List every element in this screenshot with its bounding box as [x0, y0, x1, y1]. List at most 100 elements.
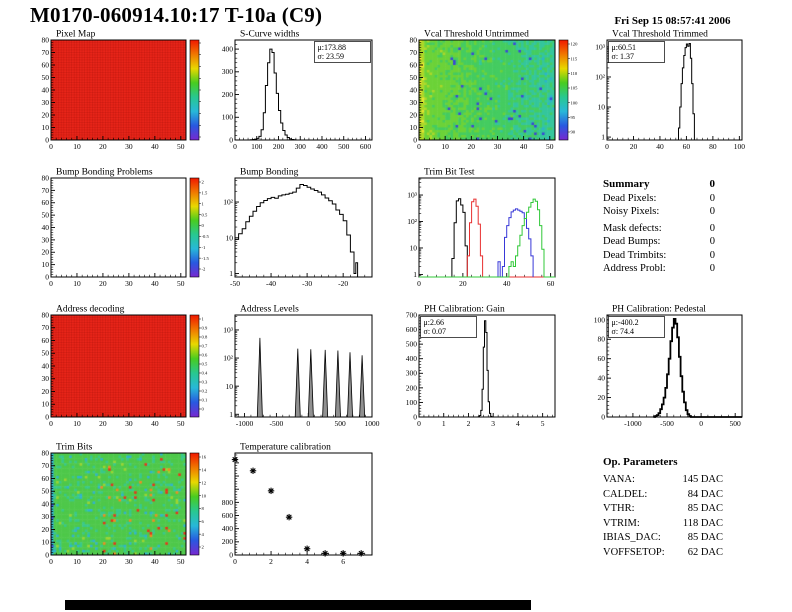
svg-text:0.6: 0.6 — [202, 353, 208, 358]
summary-row: Mask defects: 0 — [603, 222, 715, 235]
svg-text:0: 0 — [413, 135, 417, 144]
svg-text:0.5: 0.5 — [202, 212, 208, 217]
svg-text:10³: 10³ — [595, 43, 606, 52]
summary-row-value: 0 — [709, 193, 715, 204]
op-parameter-row: VTHR: 85 DAC — [603, 502, 723, 517]
svg-text:20: 20 — [468, 142, 476, 151]
svg-text:4: 4 — [202, 532, 205, 537]
svg-text:60: 60 — [42, 474, 50, 483]
svg-text:0.3: 0.3 — [202, 380, 208, 385]
svg-text:-500: -500 — [270, 419, 284, 428]
svg-text:50: 50 — [177, 419, 185, 428]
svg-text:20: 20 — [99, 419, 107, 428]
summary-row: Noisy Pixels: 0 — [603, 205, 715, 218]
svg-text:600: 600 — [222, 511, 234, 520]
svg-text:40: 40 — [410, 85, 418, 94]
op-parameter-label: IBIAS_DAC: — [603, 532, 661, 544]
svg-text:20: 20 — [99, 557, 107, 566]
op-parameters-panel: Op. Parameters VANA: 145 DAC CALDEL: 84 DA… — [603, 455, 723, 561]
svg-text:50: 50 — [42, 73, 50, 82]
op-parameter-label: CALDEL: — [603, 488, 648, 500]
svg-text:6: 6 — [202, 519, 205, 524]
svg-text:μ:-400.2: μ:-400.2 — [612, 318, 639, 327]
svg-text:1: 1 — [229, 269, 233, 278]
svg-text:50: 50 — [177, 557, 185, 566]
svg-text:0: 0 — [417, 142, 421, 151]
svg-text:10: 10 — [42, 260, 50, 269]
svg-text:10: 10 — [226, 233, 234, 242]
page-title: M0170-060914.10:17 T-10a (C9) — [30, 3, 323, 27]
svg-text:500: 500 — [335, 419, 347, 428]
svg-text:-0.5: -0.5 — [202, 234, 210, 239]
op-parameters-title-text: Op. Parameters — [603, 456, 678, 468]
svg-text:0: 0 — [49, 279, 53, 288]
svg-text:μ:173.88: μ:173.88 — [318, 43, 347, 52]
svg-text:100: 100 — [571, 100, 579, 105]
svg-text:Pixel Map: Pixel Map — [56, 30, 96, 40]
svg-text:50: 50 — [42, 211, 50, 220]
svg-text:300: 300 — [406, 369, 418, 378]
svg-text:60: 60 — [683, 142, 691, 151]
svg-text:60: 60 — [598, 354, 606, 363]
svg-text:0: 0 — [45, 412, 49, 421]
svg-text:Bump Bonding Problems: Bump Bonding Problems — [56, 168, 153, 178]
svg-text:100: 100 — [594, 315, 606, 324]
summary-row-label: Noisy Pixels: — [603, 206, 660, 218]
svg-text:100: 100 — [222, 113, 234, 122]
svg-text:0: 0 — [49, 419, 53, 428]
svg-text:Bump Bonding: Bump Bonding — [240, 168, 299, 178]
svg-text:μ:60.51: μ:60.51 — [612, 43, 637, 52]
series-trim-bit-0 — [449, 198, 468, 278]
svg-text:0: 0 — [233, 142, 237, 151]
svg-text:0: 0 — [49, 142, 53, 151]
svg-text:-1: -1 — [202, 245, 207, 250]
svg-text:50: 50 — [42, 349, 50, 358]
svg-text:0: 0 — [45, 135, 49, 144]
trim-bits-heatmap — [51, 453, 186, 555]
svg-text:0: 0 — [229, 550, 233, 559]
svg-text:1: 1 — [202, 317, 205, 322]
summary-row-label: Mask defects: — [603, 222, 662, 234]
svg-text:20: 20 — [42, 387, 50, 396]
svg-text:60: 60 — [42, 198, 50, 207]
svg-text:0: 0 — [49, 557, 53, 566]
svg-text:500: 500 — [338, 142, 350, 151]
summary-panel: Summary 0 Dead Pixels: 0 Noisy Pixels: 0 M… — [603, 177, 715, 275]
svg-text:30: 30 — [494, 142, 502, 151]
timestamp: Fri Sep 15 08:57:41 2006 — [614, 15, 731, 27]
svg-text:70: 70 — [42, 323, 50, 332]
svg-text:70: 70 — [42, 48, 50, 57]
svg-text:-1000: -1000 — [624, 419, 642, 428]
plot-trim-bit-test: Trim Bit Test 0 20 40 60 1 10 10² 10³ — [407, 168, 556, 288]
svg-text:-2: -2 — [202, 267, 207, 272]
svg-text:200: 200 — [273, 142, 285, 151]
svg-text:80: 80 — [42, 173, 50, 182]
summary-row-label: Dead Trimbits: — [603, 249, 667, 261]
summary-row-label: Address Probl: — [603, 263, 666, 275]
svg-text:10: 10 — [441, 142, 449, 151]
svg-text:30: 30 — [42, 98, 50, 107]
svg-text:10: 10 — [73, 557, 81, 566]
svg-text:60: 60 — [410, 60, 418, 69]
op-parameter-row: VANA: 145 DAC — [603, 473, 723, 488]
series-trim-bit-3 — [419, 198, 555, 278]
svg-text:0: 0 — [202, 223, 205, 228]
op-parameter-row: IBIAS_DAC: 85 DAC — [603, 531, 723, 546]
op-parameter-value: 85 DAC — [687, 532, 723, 544]
svg-text:70: 70 — [410, 48, 418, 57]
series-trim-bit-2 — [495, 208, 534, 278]
svg-text:0: 0 — [601, 412, 605, 421]
svg-text:20: 20 — [459, 279, 467, 288]
svg-text:30: 30 — [125, 142, 133, 151]
svg-text:40: 40 — [656, 142, 664, 151]
svg-text:20: 20 — [410, 110, 418, 119]
svg-text:80: 80 — [42, 35, 50, 44]
plot-address-levels: Address Levels -1000 -500 0 500 1000 1 10 10² 10³ — [223, 305, 380, 429]
plot-ph-calibration-gain: PH Calibration: Gain 0 1 2 3 4 5 0 100 200 300 400 5… — [406, 305, 556, 428]
svg-text:4: 4 — [305, 557, 309, 566]
svg-text:40: 40 — [520, 142, 528, 151]
svg-text:80: 80 — [598, 335, 606, 344]
svg-text:4: 4 — [516, 419, 520, 428]
svg-text:12: 12 — [202, 480, 207, 485]
